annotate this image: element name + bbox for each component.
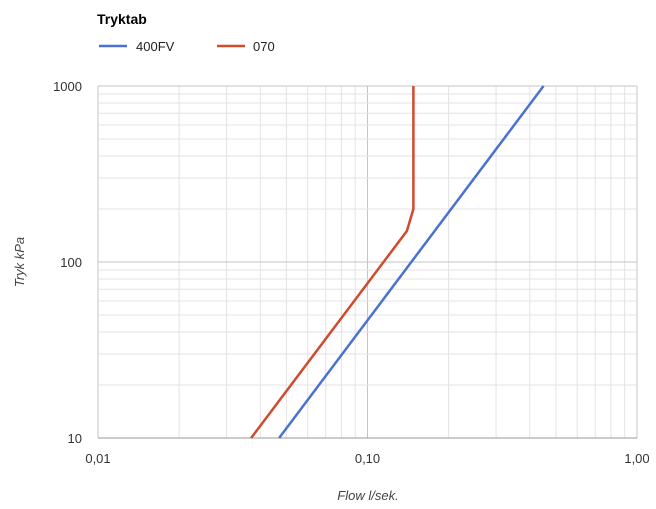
y-tick-label: 1000 xyxy=(53,79,82,94)
series-line-070 xyxy=(250,86,415,439)
y-axis-title: Tryk kPa xyxy=(12,237,27,287)
y-tick-label: 100 xyxy=(60,255,82,270)
chart-title: Tryktab xyxy=(97,11,147,27)
tick-labels: 0,01 0,10 1,00 10 100 1000 xyxy=(53,79,650,466)
series-line-400fv xyxy=(278,85,545,439)
grid-lines xyxy=(97,85,638,439)
legend-label-070: 070 xyxy=(253,39,275,54)
series-lines xyxy=(250,85,545,439)
x-tick-label: 1,00 xyxy=(624,451,649,466)
legend-label-400fv: 400FV xyxy=(136,39,175,54)
y-tick-label: 10 xyxy=(68,431,82,446)
legend: 400FV 070 xyxy=(99,39,275,54)
x-tick-label: 0,10 xyxy=(355,451,380,466)
x-tick-label: 0,01 xyxy=(85,451,110,466)
x-axis-title: Flow l/sek. xyxy=(337,488,398,503)
